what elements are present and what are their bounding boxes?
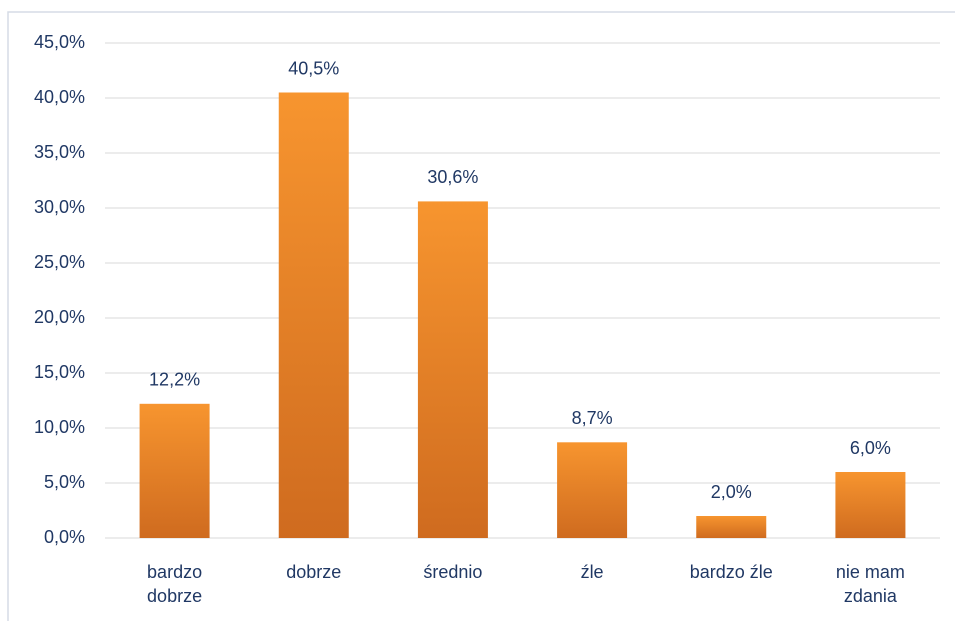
bar: [835, 472, 906, 538]
bar: [417, 201, 488, 538]
x-tick-label: nie mam zdania: [835, 562, 905, 606]
bar: [278, 92, 349, 538]
y-tick-label: 40,0%: [34, 87, 85, 107]
y-tick-label: 15,0%: [34, 362, 85, 382]
data-label: 30,6%: [427, 167, 478, 187]
data-label: 2,0%: [711, 482, 752, 502]
data-label: 6,0%: [850, 438, 891, 458]
y-tick-label: 35,0%: [34, 142, 85, 162]
bar: [557, 442, 628, 538]
bar: [696, 516, 767, 538]
y-tick-label: 30,0%: [34, 197, 85, 217]
x-tick-label: bardzo źle: [689, 562, 773, 582]
y-tick-label: 5,0%: [44, 472, 85, 492]
x-tick-label: średnio: [423, 562, 483, 582]
data-label: 8,7%: [572, 408, 613, 428]
x-tick-label: źle: [580, 562, 604, 582]
bar: [139, 403, 210, 538]
y-tick-label: 45,0%: [34, 32, 85, 52]
chart-frame: [7, 11, 955, 621]
x-tick-label: dobrze: [286, 562, 342, 582]
y-tick-label: 10,0%: [34, 417, 85, 437]
y-tick-label: 25,0%: [34, 252, 85, 272]
y-tick-label: 0,0%: [44, 527, 85, 547]
y-tick-label: 20,0%: [34, 307, 85, 327]
data-label: 12,2%: [149, 370, 200, 390]
data-label: 40,5%: [288, 58, 339, 78]
x-tick-label: bardzo dobrze: [147, 562, 203, 606]
